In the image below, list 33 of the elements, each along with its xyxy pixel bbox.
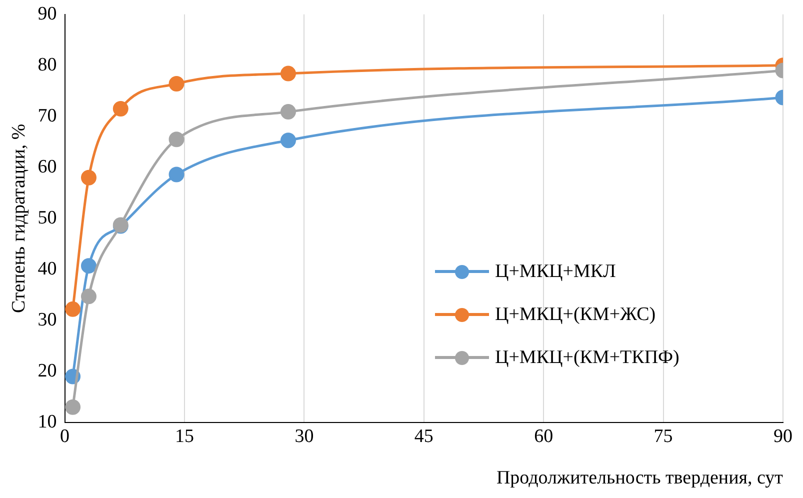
x-tick-label: 30 [294,426,314,447]
point [80,170,96,186]
point [65,399,81,415]
point [280,104,296,120]
y-tick-label: 40 [38,258,57,280]
y-axis-title: Степень гидратации, % [8,124,30,314]
y-tick-label: 70 [38,105,57,126]
x-tick-label: 45 [414,426,434,447]
x-tick-label: 60 [534,426,554,447]
point [80,288,96,304]
point [112,101,128,116]
point [80,258,96,274]
y-tick-label: 50 [38,207,57,228]
x-tick-label: 15 [175,426,194,447]
legend-label: Ц+МКЦ+(КМ+ТКПФ) [495,346,680,368]
legend-label: Ц+МКЦ+МКЛ [495,260,616,282]
point [65,301,81,317]
point [168,76,184,92]
point [168,132,184,148]
y-tick-label: 90 [38,3,57,24]
legend-label: Ц+МКЦ+(КМ+ЖС) [495,304,656,326]
x-axis-title: Продолжительность твердения, сут [496,468,784,489]
y-tick-label: 10 [38,411,57,432]
point [168,166,184,182]
point [280,132,296,148]
y-tick-label: 20 [38,360,57,382]
x-tick-label: 75 [654,426,673,447]
y-tick-label: 60 [38,156,57,178]
x-tick-label: 0 [60,426,70,447]
point [280,66,296,82]
y-tick-label: 30 [38,309,57,330]
y-tick-label: 80 [38,54,57,76]
x-tick-label: 90 [774,426,792,447]
